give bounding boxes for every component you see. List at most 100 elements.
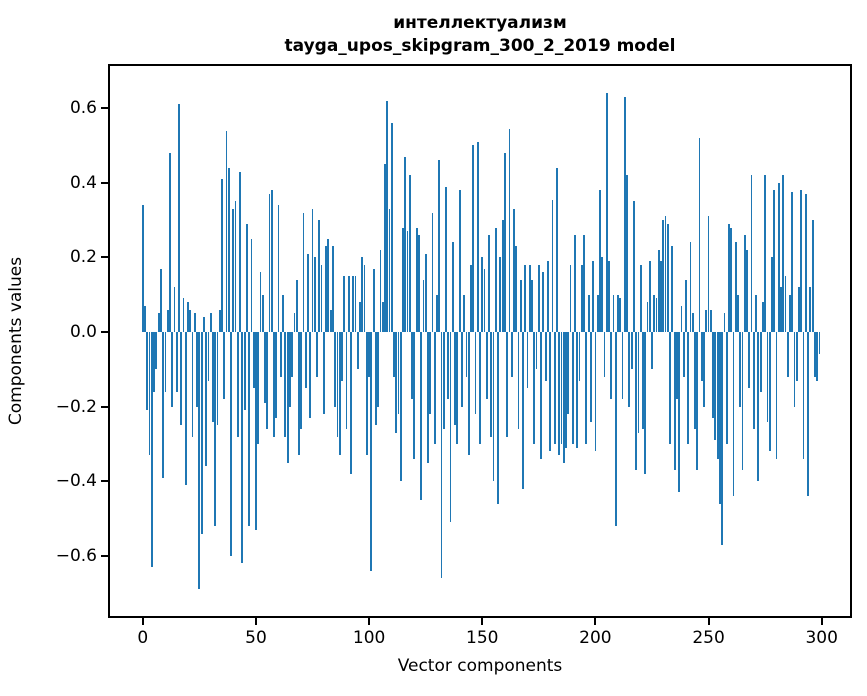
bar (415, 227, 418, 333)
bar (605, 93, 608, 333)
bar (261, 294, 264, 333)
bar (730, 227, 733, 333)
bar (298, 332, 300, 456)
bar (748, 332, 751, 388)
bar (375, 332, 377, 426)
bar (196, 332, 199, 407)
bar (325, 246, 327, 333)
bar (458, 190, 461, 333)
bar (300, 332, 303, 430)
bar (816, 332, 819, 381)
bar (141, 205, 144, 333)
bar (544, 332, 547, 381)
bar (580, 264, 583, 333)
bar (395, 332, 398, 433)
bar (241, 332, 244, 564)
bar (721, 332, 724, 545)
bar (798, 287, 800, 333)
bar (234, 201, 237, 333)
bar (393, 332, 395, 377)
bar (359, 302, 361, 333)
bar (313, 257, 316, 333)
bar (535, 332, 538, 370)
bar (789, 294, 791, 333)
bar (494, 227, 497, 333)
bar (243, 332, 246, 411)
y-tick-label: −0.2 (55, 396, 97, 417)
bar (664, 216, 667, 333)
bar (499, 257, 502, 333)
bar (632, 201, 635, 333)
bar (531, 279, 533, 333)
bar (230, 332, 232, 556)
bar (146, 332, 149, 411)
x-tick-label: 0 (137, 628, 149, 648)
bar (363, 264, 366, 333)
chart-title-line2: tayga_upos_skipgram_300_2_2019 model (284, 36, 676, 56)
bar (560, 332, 563, 444)
bar (660, 261, 662, 333)
bar (420, 332, 423, 500)
bar (470, 264, 472, 333)
bar (248, 332, 251, 527)
bar (481, 257, 484, 333)
chart-title-line1: интеллектуализм (393, 13, 567, 33)
bar (438, 160, 441, 333)
bar (289, 332, 291, 407)
bar (540, 332, 542, 459)
bar (517, 332, 520, 430)
bar (327, 238, 330, 333)
bar (442, 332, 445, 430)
bar (682, 332, 685, 377)
bar (318, 220, 321, 333)
bar (200, 332, 203, 534)
bar (759, 332, 762, 392)
bar (680, 305, 683, 333)
y-axis-label: Components values (6, 256, 26, 426)
bar (775, 332, 778, 459)
bar (718, 332, 721, 504)
bar (513, 208, 515, 333)
bar (483, 268, 486, 333)
bar (569, 264, 572, 333)
bar (268, 193, 271, 333)
bar (608, 261, 610, 333)
bar (666, 223, 669, 333)
bar (603, 332, 606, 377)
bar (352, 276, 355, 333)
bar (621, 332, 624, 400)
bar (612, 294, 615, 333)
bar (212, 332, 214, 422)
bar (558, 332, 561, 456)
bar (178, 104, 180, 333)
bar (642, 332, 644, 430)
bar (311, 208, 314, 333)
bar (551, 199, 554, 333)
bar (639, 264, 642, 333)
y-tick (101, 554, 108, 557)
bar (771, 257, 773, 333)
bar (671, 246, 674, 333)
bar (594, 332, 597, 452)
bar (316, 332, 318, 377)
bar (653, 294, 656, 333)
bar (737, 294, 739, 333)
bar (160, 268, 162, 333)
bar (155, 332, 158, 370)
bar (223, 332, 226, 400)
bar (397, 332, 400, 415)
bar (723, 313, 726, 333)
bar (341, 332, 343, 381)
bar (623, 96, 626, 333)
bar (381, 302, 384, 333)
bar (447, 332, 450, 400)
bar (399, 332, 402, 482)
bar (270, 190, 273, 333)
bar (474, 332, 477, 415)
bar (626, 175, 628, 333)
bar (773, 190, 776, 333)
bar (522, 332, 524, 489)
bar (476, 141, 479, 333)
bar (259, 272, 262, 333)
bar (755, 294, 757, 333)
